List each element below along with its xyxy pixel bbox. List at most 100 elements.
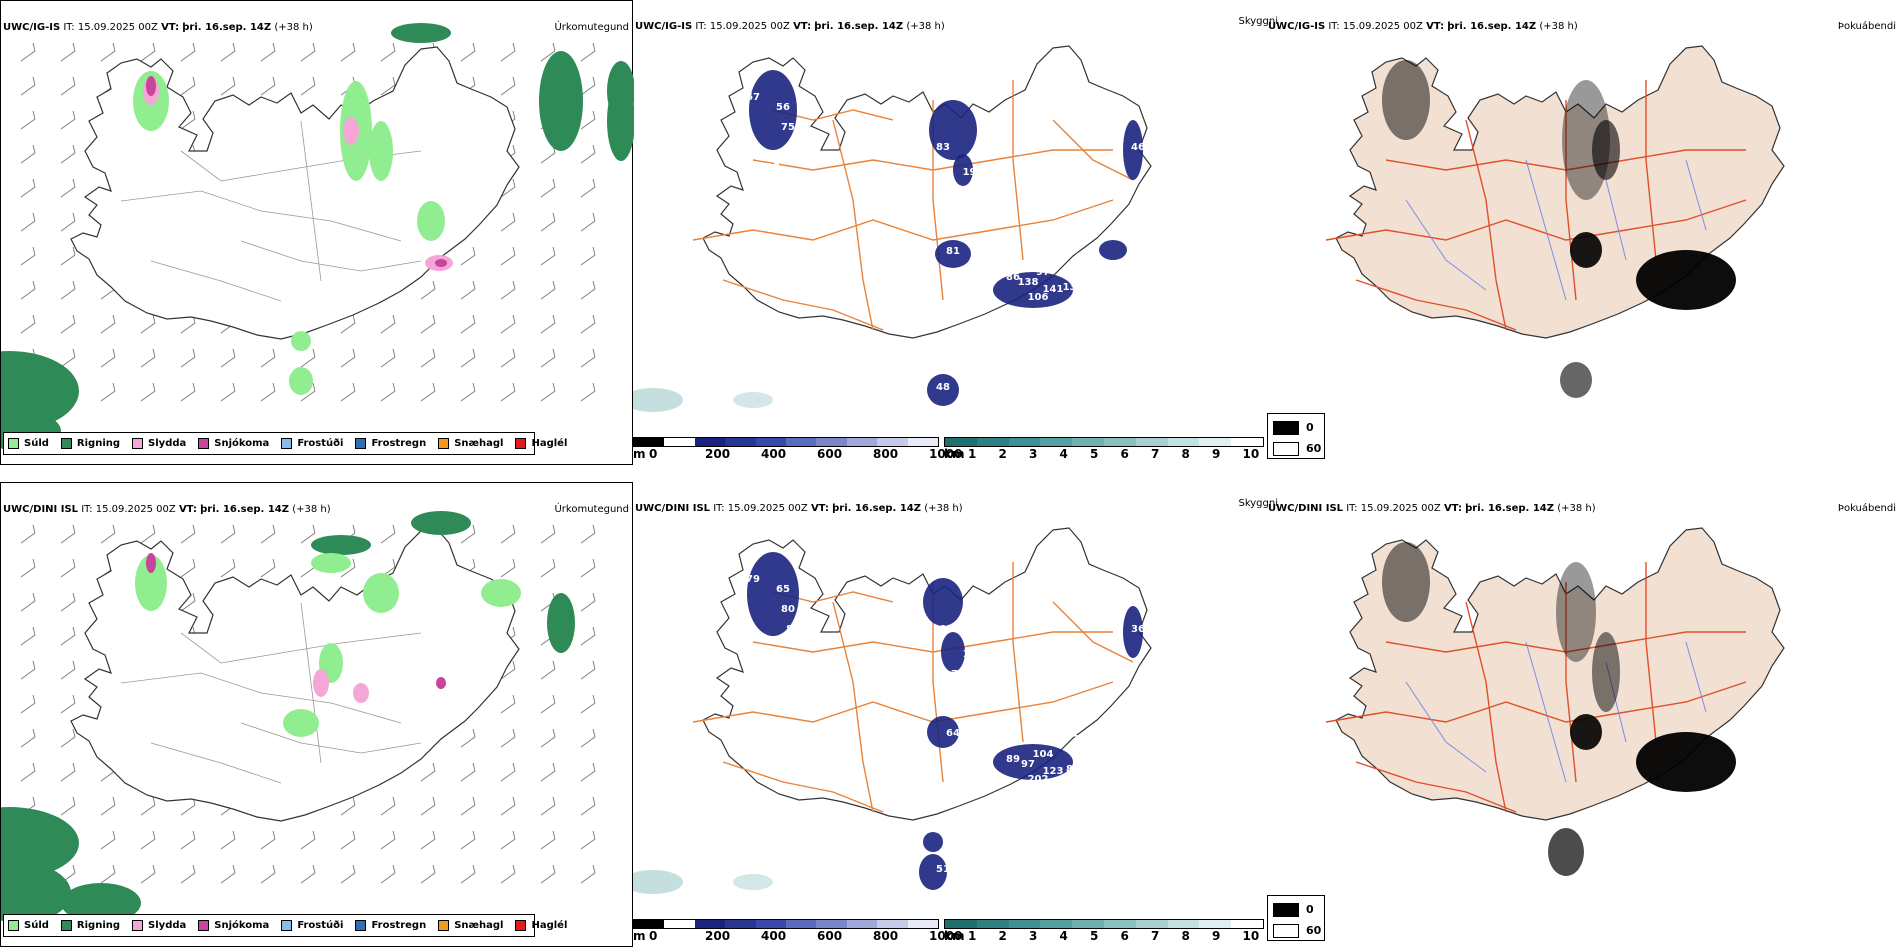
wind-barb	[180, 110, 196, 130]
ceiling-value: 97	[1021, 759, 1035, 770]
height-tick: 1000	[929, 929, 963, 943]
wind-barb	[300, 524, 316, 544]
height-colorbar	[633, 437, 939, 447]
wind-barb	[580, 524, 596, 544]
wind-barb	[20, 558, 36, 578]
precip-area	[1, 863, 71, 923]
fog-map	[1325, 45, 1785, 398]
road-line	[300, 602, 322, 764]
low-ceiling-area	[927, 374, 959, 406]
wind-barb	[540, 144, 556, 164]
wind-barb	[300, 76, 316, 96]
height-tick: 200	[705, 447, 731, 461]
ceiling-value: 192	[963, 167, 984, 178]
legend-label: Frostúði	[297, 438, 344, 449]
wind-barb	[100, 348, 116, 368]
visibility-tick: 4	[1059, 929, 1068, 943]
wind-barb	[60, 592, 76, 612]
ceiling-value: 86	[1006, 272, 1020, 283]
panel-title: Úrkomutegund	[554, 504, 629, 515]
height-tick: 200	[705, 929, 731, 943]
wind-barb	[60, 762, 76, 782]
wind-barb	[140, 524, 156, 544]
wind-barb	[20, 592, 36, 612]
legend-label: Snjókoma	[214, 438, 270, 449]
wind-barb	[20, 212, 36, 232]
legend-label: Slydda	[148, 920, 187, 931]
ceiling-value: 12	[766, 162, 780, 173]
visibility-tick: 3	[1029, 929, 1038, 943]
ceiling-value: 83	[936, 142, 950, 153]
wind-barb	[140, 796, 156, 816]
wind-barb	[220, 830, 236, 850]
wind-barb	[500, 348, 516, 368]
wind-barb	[20, 246, 36, 266]
wind-barb	[580, 762, 596, 782]
wind-barb	[180, 558, 196, 578]
wind-barb	[580, 728, 596, 748]
legend-label: Rigning	[76, 920, 121, 931]
low-ceiling-area	[993, 272, 1073, 308]
wind-barb	[500, 76, 516, 96]
precip-area	[343, 117, 359, 145]
fog-area	[1570, 714, 1602, 750]
wind-barb	[260, 76, 276, 96]
wind-barb	[580, 110, 596, 130]
fog-area	[1382, 60, 1430, 140]
legend-swatch	[438, 920, 450, 931]
precip-area	[311, 553, 351, 573]
ceiling-value: 202	[1028, 774, 1049, 785]
visibility-area	[633, 870, 683, 894]
precip-area	[313, 669, 329, 697]
wind-barb	[460, 762, 476, 782]
precip-type-map	[1, 23, 634, 451]
wind-barb	[60, 212, 76, 232]
visibility-tick: 9	[1212, 447, 1221, 461]
road-line	[692, 199, 1114, 241]
map-layer	[1, 23, 634, 451]
precip-area	[289, 367, 313, 395]
legend-swatch	[8, 920, 19, 931]
fog-legend-label: 60	[1306, 442, 1322, 455]
ceiling-value: 55	[1046, 789, 1060, 800]
wind-barb	[260, 864, 276, 884]
wind-barb	[20, 76, 36, 96]
legend-item: Rigning	[60, 920, 121, 931]
height-tick: 600	[817, 447, 843, 461]
wind-barb	[580, 796, 596, 816]
wind-barb	[540, 314, 556, 334]
wind-barb	[60, 280, 76, 300]
wind-barb	[420, 280, 436, 300]
road-line	[120, 190, 402, 242]
wind-barb	[420, 314, 436, 334]
ceiling-value: 89	[1006, 754, 1020, 765]
visibility-tick: 7	[1151, 447, 1160, 461]
wind-barb	[220, 864, 236, 884]
wind-barb	[540, 830, 556, 850]
wind-barb	[140, 830, 156, 850]
fog-legend-label: 0	[1306, 421, 1314, 434]
height-tick: 400	[761, 447, 787, 461]
wind-barb	[220, 382, 236, 402]
wind-barb	[260, 558, 276, 578]
road-line	[1565, 582, 1577, 783]
wind-barb	[500, 762, 516, 782]
legend-swatch	[438, 438, 450, 449]
precip-area	[417, 201, 445, 241]
wind-barb	[220, 558, 236, 578]
legend-item: Rigning	[60, 438, 120, 449]
river-line	[1525, 159, 1567, 301]
fog-legend-swatch	[1273, 421, 1299, 435]
panel-header: UWC/DINI ISL IT: 15.09.2025 00Z VT: þri.…	[635, 503, 963, 514]
road-line	[692, 681, 1114, 723]
wind-barb	[340, 348, 356, 368]
ceiling-value: 120	[1073, 734, 1094, 745]
visibility-tick: 5	[1090, 929, 1099, 943]
ceiling-value: 46	[1131, 142, 1145, 153]
ceiling-value: 108	[933, 624, 954, 635]
river-line	[1605, 179, 1627, 261]
wind-barb	[20, 524, 36, 544]
low-ceiling-area	[1099, 240, 1127, 260]
legend-swatch	[515, 438, 527, 449]
legend-item: Haglél	[515, 438, 567, 449]
